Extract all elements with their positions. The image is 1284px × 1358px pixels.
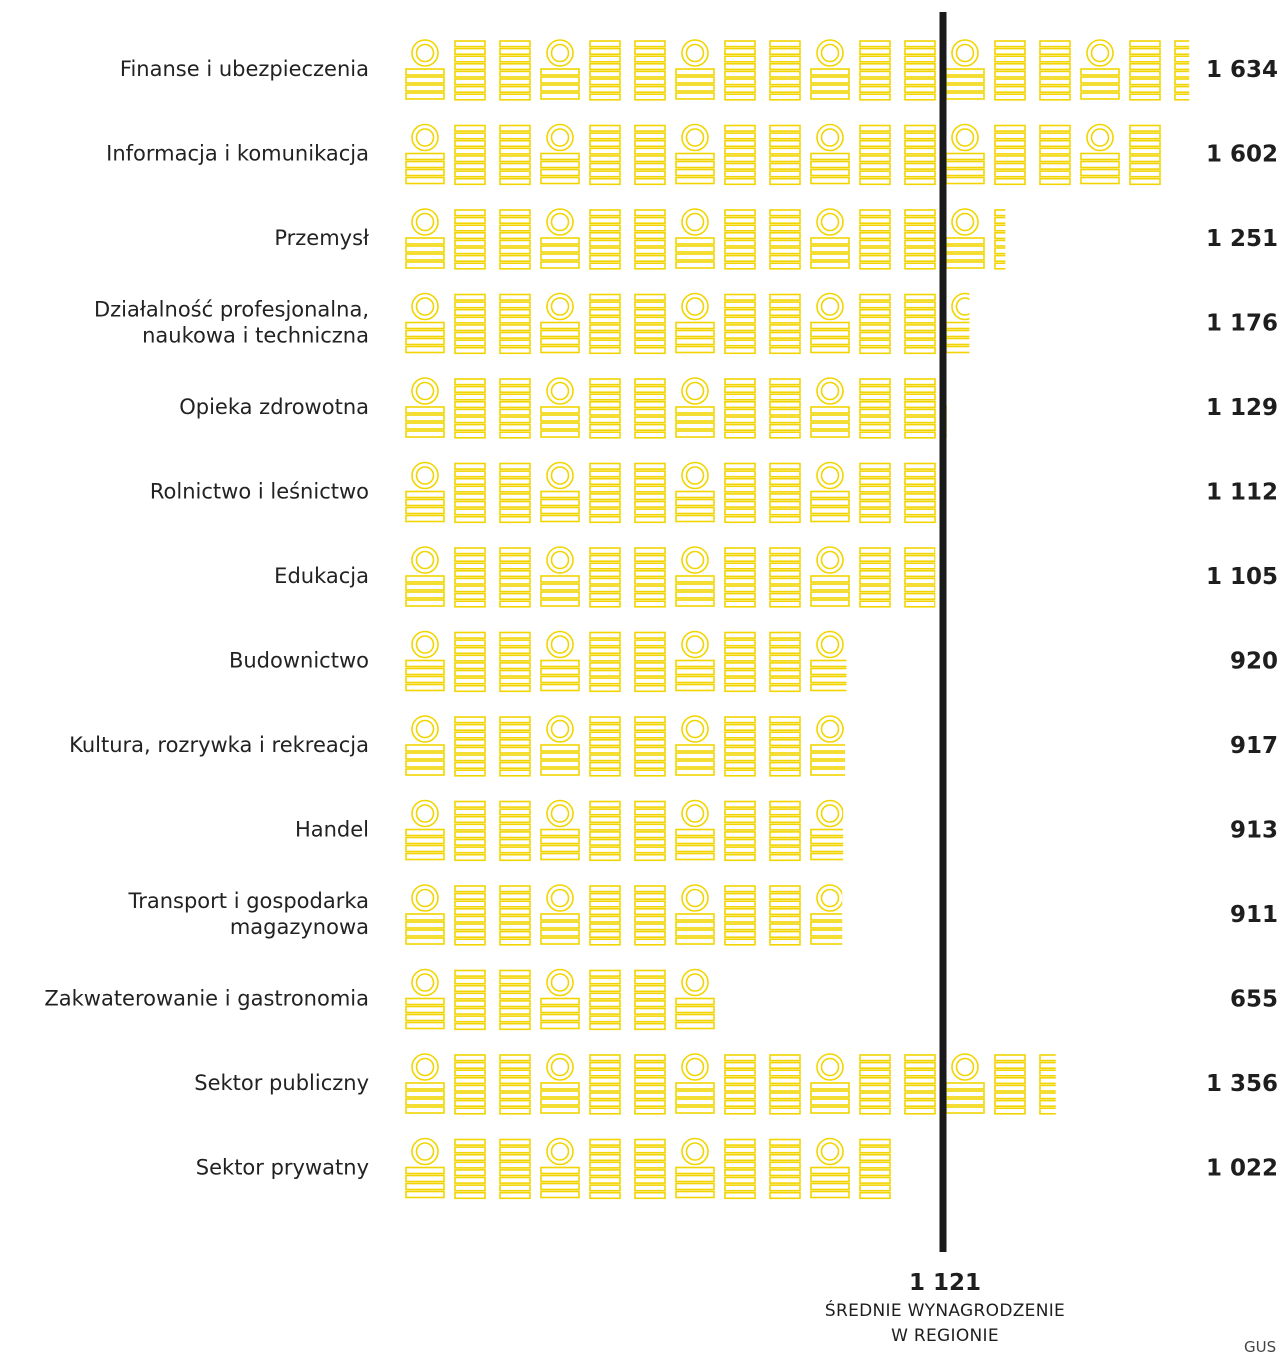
value-labels: 1 634 1 602 1 251 1 176 1 129 1 112 1 105 920 91… xyxy=(1206,57,1278,1182)
value-label-3: 1 176 xyxy=(1206,311,1278,337)
bar-9 xyxy=(405,799,844,862)
bar-13 xyxy=(405,1137,891,1200)
value-label-4: 1 129 xyxy=(1206,395,1278,421)
category-label-10: Transport i gospodarka magazynowa xyxy=(127,889,369,939)
value-label-1: 1 602 xyxy=(1206,142,1278,168)
value-label-13: 1 022 xyxy=(1206,1156,1278,1182)
bar-6 xyxy=(405,546,936,608)
value-label-5: 1 112 xyxy=(1206,480,1278,506)
bar-3 xyxy=(405,292,970,355)
average-reference: 1 121 ŚREDNIE WYNAGRODZENIE W REGIONIE xyxy=(825,12,1065,1346)
value-label-0: 1 634 xyxy=(1206,57,1278,83)
category-label-8: Kultura, rozrywka i rekreacja xyxy=(69,733,369,757)
bar-8 xyxy=(405,715,846,777)
bar-4 xyxy=(405,377,947,439)
bar-2 xyxy=(405,208,1006,270)
bars-layer xyxy=(405,39,1190,1200)
category-label-3: Działalność profesjonalna, naukowa i tech… xyxy=(94,298,369,348)
average-value: 1 121 xyxy=(909,1270,981,1296)
average-caption-line-1: W REGIONIE xyxy=(891,1326,999,1346)
category-label-2: Przemysł xyxy=(274,226,369,250)
bar-1 xyxy=(405,123,1161,186)
source-note: GUS xyxy=(1244,1338,1276,1356)
value-label-10: 911 xyxy=(1230,902,1278,928)
category-label-7: Budownictwo xyxy=(229,649,369,673)
value-label-11: 655 xyxy=(1230,987,1278,1013)
category-label-4: Opieka zdrowotna xyxy=(179,395,369,419)
bar-11 xyxy=(405,968,715,1031)
category-label-12: Sektor publiczny xyxy=(194,1071,369,1095)
bar-7 xyxy=(405,630,847,693)
average-caption-line-0: ŚREDNIE WYNAGRODZENIE xyxy=(825,1299,1065,1321)
bar-5 xyxy=(405,461,936,524)
value-label-12: 1 356 xyxy=(1206,1071,1278,1097)
category-label-0: Finanse i ubezpieczenia xyxy=(120,57,369,81)
category-labels: Finanse i ubezpieczenia Informacja i komu… xyxy=(44,57,369,1180)
category-label-1: Informacja i komunikacja xyxy=(106,142,369,166)
bar-12 xyxy=(405,1053,1056,1115)
category-label-5: Rolnictwo i leśnictwo xyxy=(150,480,369,504)
category-label-9: Handel xyxy=(295,818,369,842)
value-label-2: 1 251 xyxy=(1206,226,1278,252)
value-label-8: 917 xyxy=(1230,733,1278,759)
category-label-6: Edukacja xyxy=(274,564,369,588)
category-label-11: Zakwaterowanie i gastronomia xyxy=(44,987,369,1011)
value-label-6: 1 105 xyxy=(1206,564,1278,590)
category-label-13: Sektor prywatny xyxy=(196,1156,369,1180)
bar-10 xyxy=(405,884,843,946)
value-label-7: 920 xyxy=(1230,649,1278,675)
average-line xyxy=(939,12,947,1252)
bar-0 xyxy=(405,39,1190,101)
value-label-9: 913 xyxy=(1230,818,1278,844)
